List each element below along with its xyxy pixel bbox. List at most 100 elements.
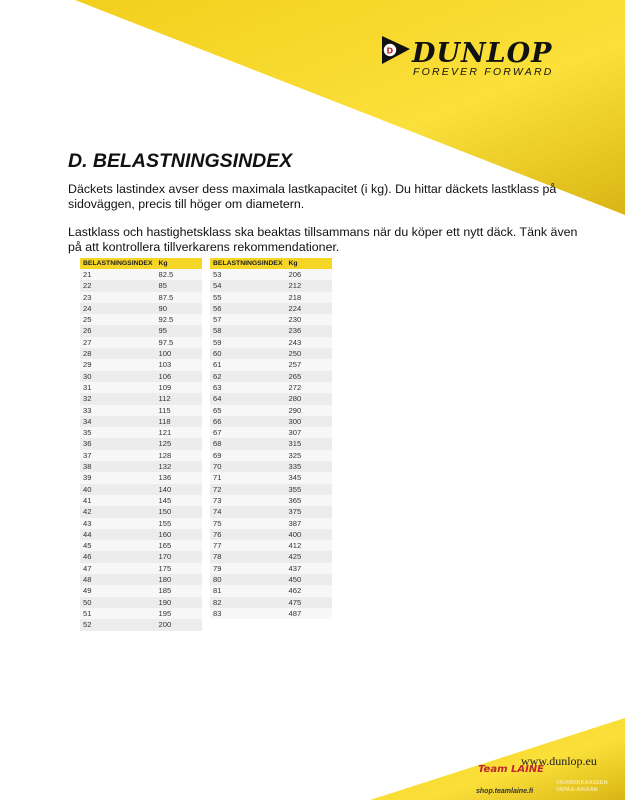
table-row: 71 345 [210,472,332,484]
table-row: 30 106 [80,370,202,382]
index-cell: 55 [210,291,286,303]
table-row: 34 118 [80,415,202,428]
index-cell: 80 [210,574,286,586]
table-row: 24 90 [80,302,202,315]
index-cell: 27 [80,336,156,349]
kg-cell: 145 [155,494,202,507]
kg-cell: 462 [285,585,332,597]
table-row: 35 121 [80,427,202,439]
table-row: 37 128 [80,449,202,462]
table-row: 44 160 [80,528,202,541]
kg-cell: 387 [285,517,332,529]
index-cell: 35 [80,427,156,439]
index-cell: 48 [80,574,156,586]
index-cell: 26 [80,325,156,337]
table-row: 22 85 [80,280,202,292]
svg-text:D: D [387,47,394,56]
table-row: 38 132 [80,461,202,473]
kg-cell: 160 [155,528,202,541]
index-cell: 46 [80,551,156,563]
table-row: 59 243 [210,336,332,349]
column-header: BELASTNINGSINDEX [80,258,156,269]
kg-cell: 100 [155,348,202,360]
table-row: 62 265 [210,370,332,382]
table-row: 29 103 [80,359,202,371]
table-row: 27 97.5 [80,336,202,349]
index-cell: 36 [80,438,156,450]
kg-cell: 355 [285,483,332,495]
index-cell: 54 [210,280,286,292]
kg-cell: 335 [285,461,332,473]
kg-cell: 487 [285,607,332,620]
table-row: 41 145 [80,494,202,507]
kg-cell: 475 [285,596,332,608]
table-row: 40 140 [80,483,202,495]
slogan-line: VAUHDIKKAASEEN [556,780,608,786]
table-row: 49 185 [80,585,202,597]
table-row: 43 155 [80,517,202,529]
column-header: Kg [155,258,202,269]
kg-cell: 175 [155,562,202,575]
index-cell: 32 [80,393,156,405]
kg-cell: 450 [285,574,332,586]
top-yellow-triangle [75,0,625,215]
intro-paragraph: Däckets lastindex avser dess maximala la… [68,182,557,211]
table-row: 21 82.5 [80,269,202,281]
kg-cell: 112 [155,393,202,405]
index-cell: 71 [210,472,286,484]
kg-cell: 425 [285,551,332,563]
page-title: D. BELASTNINGSINDEX [68,150,293,172]
dunlop-url[interactable]: www.dunlop.eu [521,754,597,768]
kg-cell: 243 [285,336,332,349]
kg-cell: 230 [285,314,332,326]
index-cell: 52 [80,619,156,631]
index-cell: 23 [80,291,156,303]
kg-cell: 280 [285,393,332,405]
kg-cell: 165 [155,540,202,552]
index-cell: 63 [210,381,286,394]
kg-cell: 90 [155,302,202,315]
kg-cell: 375 [285,506,332,518]
table-row: 45 165 [80,540,202,552]
kg-cell: 136 [155,472,202,484]
index-cell: 57 [210,314,286,326]
slogan-line: VAPAA-AIKAAN [556,787,598,793]
kg-cell: 92.5 [155,314,202,326]
index-cell: 79 [210,562,286,575]
index-cell: 47 [80,562,156,575]
table-row: 61 257 [210,359,332,371]
kg-cell: 272 [285,381,332,394]
index-cell: 50 [80,596,156,608]
index-cell: 61 [210,359,286,371]
kg-cell: 185 [155,585,202,597]
table-row: 25 92.5 [80,314,202,326]
shop-url[interactable]: shop.teamlaine.fi [476,788,534,795]
index-cell: 42 [80,506,156,518]
table-row: 64 280 [210,393,332,405]
brand-name: DUNLOP [412,38,553,69]
index-cell: 22 [80,280,156,292]
kg-cell: 315 [285,438,332,450]
table-row: 32 112 [80,393,202,405]
table-row: 33 115 [80,404,202,416]
index-cell: 56 [210,302,286,315]
index-cell: 49 [80,585,156,597]
kg-cell: 132 [155,461,202,473]
table-row: 53 206 [210,269,332,281]
table-row: 47 175 [80,562,202,575]
index-cell: 81 [210,585,286,597]
kg-cell: 307 [285,427,332,439]
index-cell: 77 [210,540,286,552]
kg-cell: 250 [285,348,332,360]
table-row: 23 87.5 [80,291,202,303]
table-row: 72 355 [210,483,332,495]
kg-cell: 325 [285,449,332,462]
load-index-table-right: BELASTNINGSINDEX Kg 53 206 54 212 55 218 56 224 5… [210,258,332,620]
index-cell: 65 [210,404,286,416]
kg-cell: 265 [285,370,332,382]
kg-cell: 200 [155,619,202,631]
table-row: 74 375 [210,506,332,518]
table-row: 79 437 [210,562,332,575]
index-cell: 76 [210,528,286,541]
table-row: 55 218 [210,291,332,303]
